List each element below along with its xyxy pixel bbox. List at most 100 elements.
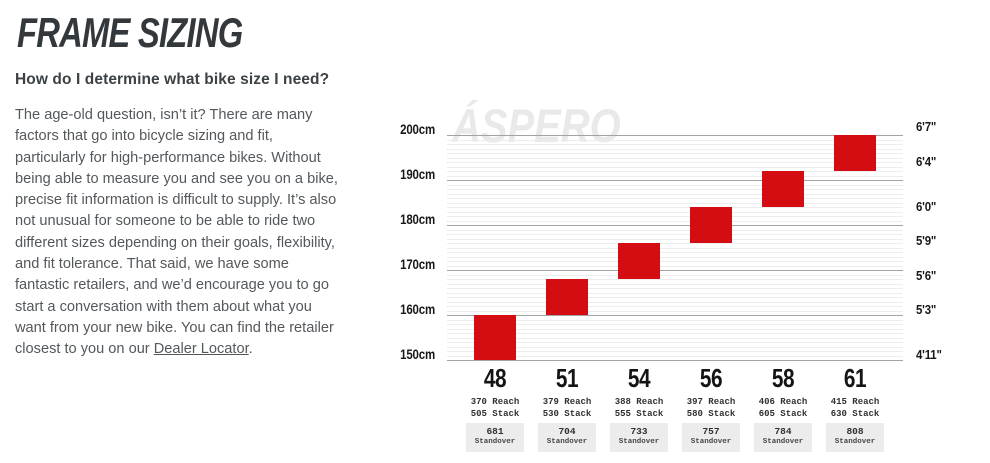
gridline-minor — [447, 324, 903, 325]
body-last-line-suffix: . — [248, 341, 253, 358]
gridline-minor — [447, 279, 903, 280]
body-last-line-prefix: closest to you on our — [15, 341, 154, 358]
axis-label-imperial: 6'7" — [916, 118, 937, 134]
sizing-question-heading: How do I determine what bike size I need… — [15, 71, 330, 88]
reach-value: 415 Reach — [830, 397, 880, 407]
standover-label: Standover — [690, 438, 732, 446]
reach-value: 388 Reach — [614, 397, 664, 407]
size-bar — [474, 315, 516, 360]
standover-value: 757 — [702, 426, 720, 437]
gridline-minor — [447, 346, 903, 348]
stack-value: 505 Stack — [470, 409, 520, 419]
gridline-minor — [447, 306, 903, 307]
standover-box: 733 Standover — [610, 423, 668, 452]
size-column-label: 61 — [843, 363, 867, 393]
standover-label: Standover — [618, 438, 660, 446]
aspero-watermark: ÁSPERO — [452, 99, 621, 152]
axis-label-cm: 150cm — [400, 347, 435, 362]
gridline-minor — [447, 283, 903, 285]
axis-label-cm: 200cm — [400, 122, 435, 137]
gridline-minor — [447, 148, 903, 150]
stack-value: 605 Stack — [758, 409, 808, 419]
gridline-minor — [447, 288, 903, 289]
gridline-minor — [447, 238, 903, 240]
axis-label-imperial: 5'9" — [916, 233, 937, 249]
gridline-minor — [447, 297, 903, 298]
reach-value: 397 Reach — [686, 397, 736, 407]
gridline-minor — [447, 184, 903, 186]
standover-value: 681 — [486, 426, 504, 437]
gridline-minor — [447, 139, 903, 141]
gridline-major — [447, 225, 903, 226]
stack-value: 580 Stack — [686, 409, 736, 419]
gridline-minor — [447, 243, 903, 244]
gridline-minor — [447, 355, 903, 357]
standover-box: 808 Standover — [826, 423, 884, 452]
gridline-minor — [447, 234, 903, 235]
standover-label: Standover — [546, 438, 588, 446]
gridline-minor — [447, 229, 903, 231]
standover-box: 681 Standover — [466, 423, 524, 452]
body-paragraph: The age-old question, isn’t it? There ar… — [15, 107, 338, 336]
size-column-label: 58 — [771, 363, 795, 393]
size-bar — [834, 135, 876, 171]
standover-label: Standover — [762, 438, 804, 446]
gridline-minor — [447, 193, 903, 195]
gridline-minor — [447, 202, 903, 204]
standover-label: Standover — [834, 438, 876, 446]
gridline-minor — [447, 216, 903, 217]
size-column-label: 48 — [483, 363, 507, 393]
gridline-minor — [447, 153, 903, 154]
gridline-minor — [447, 157, 903, 159]
axis-label-imperial: 6'4" — [916, 153, 937, 169]
axis-label-imperial: 5'3" — [916, 302, 937, 317]
size-bar — [690, 207, 732, 243]
standover-box: 704 Standover — [538, 423, 596, 452]
gridline-minor — [447, 333, 903, 334]
dealer-locator-link[interactable]: Dealer Locator — [153, 341, 249, 358]
standover-box: 757 Standover — [682, 423, 740, 452]
gridline-minor — [447, 162, 903, 163]
stack-value: 530 Stack — [542, 409, 592, 419]
gridline-major — [447, 360, 903, 361]
gridline-minor — [447, 301, 903, 303]
gridline-minor — [447, 247, 903, 249]
axis-label-cm: 180cm — [400, 212, 435, 227]
gridline-major — [447, 270, 903, 271]
gridline-major — [447, 180, 903, 181]
gridline-minor — [447, 310, 903, 312]
gridline-minor — [447, 220, 903, 222]
gridline-minor — [447, 351, 903, 352]
standover-box: 784 Standover — [754, 423, 812, 452]
gridline-minor — [447, 319, 903, 321]
body-text: The age-old question, isn’t it? There ar… — [15, 105, 395, 361]
reach-value: 370 Reach — [470, 397, 520, 407]
gridline-minor — [447, 171, 903, 172]
gridline-minor — [447, 342, 903, 343]
standover-value: 784 — [774, 426, 792, 437]
gridline-minor — [447, 175, 903, 177]
axis-label-imperial: 4'11" — [916, 347, 942, 363]
reach-value: 379 Reach — [542, 397, 592, 407]
axis-label-cm: 170cm — [400, 257, 435, 272]
axis-label-cm: 190cm — [400, 167, 435, 182]
gridline-minor — [447, 265, 903, 267]
gridline-minor — [447, 166, 903, 168]
gridline-minor — [447, 328, 903, 330]
size-column-label: 51 — [555, 363, 579, 393]
gridline-minor — [447, 274, 903, 276]
gridline-minor — [447, 261, 903, 262]
reach-value: 406 Reach — [758, 397, 808, 407]
gridline-minor — [447, 211, 903, 213]
gridline-minor — [447, 337, 903, 339]
standover-label: Standover — [474, 438, 516, 446]
standover-value: 733 — [630, 426, 648, 437]
stack-value: 555 Stack — [614, 409, 664, 419]
gridline-major — [447, 315, 903, 316]
axis-label-imperial: 5'6" — [916, 267, 937, 283]
standover-value: 808 — [846, 426, 864, 437]
size-bar — [546, 279, 588, 315]
standover-value: 704 — [558, 426, 576, 437]
gridline-minor — [447, 144, 903, 145]
